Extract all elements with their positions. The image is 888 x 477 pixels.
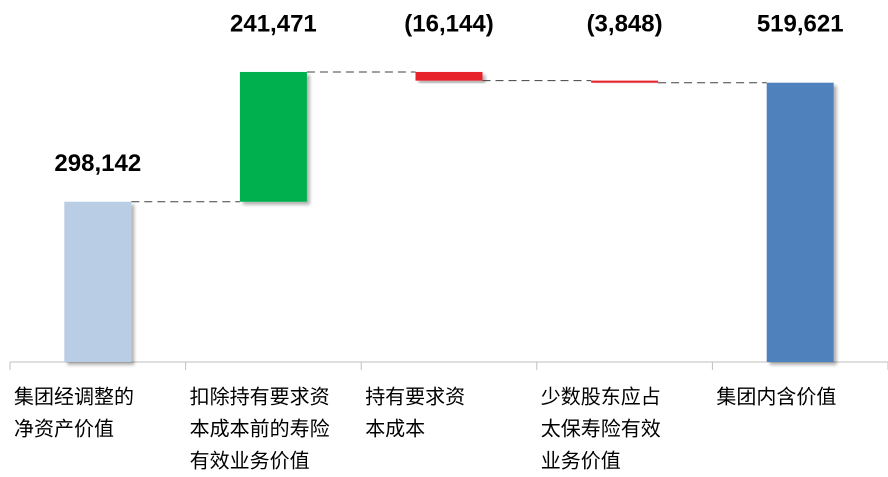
value-label: 298,142 <box>54 150 141 177</box>
x-tick-label: 太保寿险有效 <box>541 417 661 441</box>
bar <box>415 71 483 81</box>
x-tick-label: 有效业务价值 <box>190 449 310 473</box>
value-label: 519,621 <box>757 10 844 37</box>
x-tick-label: 集团内含价值 <box>716 385 836 409</box>
x-tick-label: 集团经调整的 <box>14 385 134 409</box>
value-label: 241,471 <box>230 10 317 37</box>
x-tick-label: 本成本前的寿险 <box>190 417 330 441</box>
bar <box>766 82 834 363</box>
x-tick-label: 本成本 <box>365 417 425 441</box>
bar <box>64 201 132 362</box>
value-label: (16,144) <box>404 10 493 37</box>
value-label: (3,848) <box>587 10 663 37</box>
x-tick-label: 业务价值 <box>541 449 621 473</box>
x-tick-label: 扣除持有要求资 <box>190 385 330 409</box>
x-tick-label: 净资产价值 <box>14 417 114 441</box>
bar <box>239 71 307 202</box>
x-tick-label: 持有要求资 <box>365 385 465 409</box>
bar <box>591 80 659 83</box>
x-tick-label: 少数股东应占 <box>541 385 661 409</box>
